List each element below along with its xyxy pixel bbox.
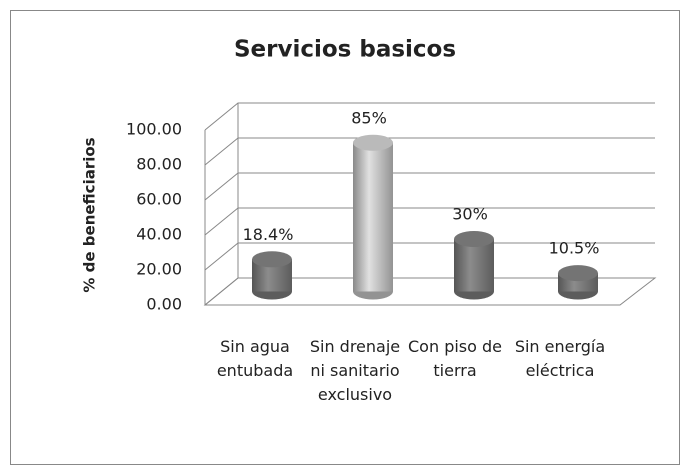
grid-line xyxy=(204,277,655,306)
bar xyxy=(454,239,494,292)
cylinder-top xyxy=(353,134,393,151)
bar xyxy=(353,142,393,292)
grid-line xyxy=(204,102,655,131)
grid-line xyxy=(204,172,655,201)
grid-line xyxy=(204,137,655,166)
cylinder-top xyxy=(252,251,292,268)
grid-line xyxy=(204,242,655,271)
y-tick-label: 100.00 xyxy=(126,120,182,139)
x-tick-label: Sin drenaje ni sanitario exclusivo xyxy=(309,337,401,404)
grid-line xyxy=(204,207,655,236)
x-tick-label: Con piso de tierra xyxy=(408,337,502,380)
y-tick-label: 40.00 xyxy=(136,225,182,244)
y-axis-label: % de beneficiarios xyxy=(81,137,99,292)
x-tick-label: Sin energía eléctrica xyxy=(514,337,606,380)
value-label: 85% xyxy=(351,108,387,127)
value-label: 18.4% xyxy=(243,225,294,244)
chart-title: Servicios basicos xyxy=(234,37,456,63)
y-tick-label: 80.00 xyxy=(136,155,182,174)
y-tick-label: 60.00 xyxy=(136,190,182,209)
y-tick-label: 20.00 xyxy=(136,260,182,279)
chart-frame xyxy=(10,10,680,465)
y-tick-label: 0.00 xyxy=(146,295,182,314)
x-tick-label: Sin agua entubada xyxy=(216,337,294,380)
value-label: 10.5% xyxy=(549,239,600,258)
value-label: 30% xyxy=(452,205,488,224)
cylinder-top xyxy=(558,265,598,282)
cylinder-top xyxy=(454,231,494,247)
